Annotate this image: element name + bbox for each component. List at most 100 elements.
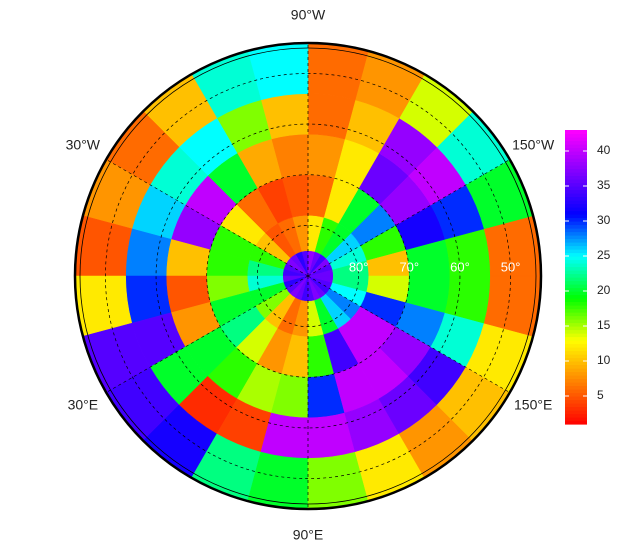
colorbar-swatch (565, 224, 587, 229)
longitude-label: 90°W (291, 7, 326, 23)
colorbar-swatch (565, 242, 587, 247)
longitude-label: 150°W (512, 137, 555, 153)
colorbar-swatch (565, 238, 587, 243)
colorbar-swatch (565, 151, 587, 156)
colorbar-swatch (565, 287, 587, 292)
colorbar-swatch (565, 410, 587, 415)
colorbar-swatch (565, 406, 587, 411)
latitude-line (206, 174, 410, 378)
colorbar-swatch (565, 347, 587, 352)
colorbar-swatch (565, 343, 587, 348)
colorbar-swatch (565, 207, 587, 212)
colorbar-tick-label: 40 (597, 143, 611, 157)
latitude-line (105, 73, 511, 479)
colorbar-swatch (565, 147, 587, 152)
colorbar-swatch (565, 305, 587, 310)
colorbar-tick-label: 25 (597, 248, 611, 262)
colorbar-swatch (565, 312, 587, 317)
colorbar-swatch (565, 179, 587, 184)
colorbar-swatch (565, 252, 587, 257)
map-inner-border (79, 47, 537, 505)
colorbar-swatch (565, 329, 587, 334)
colorbar-swatch (565, 417, 587, 422)
colorbar-swatch (565, 298, 587, 303)
colorbar-swatch (565, 294, 587, 299)
colorbar-swatch (565, 217, 587, 222)
colorbar-tick-label: 35 (597, 178, 611, 192)
meridian-line (106, 159, 309, 277)
latitude-label: 70° (399, 259, 419, 274)
colorbar-swatch (565, 154, 587, 159)
colorbar-swatch (565, 273, 587, 278)
colorbar-swatch (565, 378, 587, 383)
colorbar-swatch (565, 277, 587, 282)
colorbar-swatch (565, 186, 587, 191)
colorbar-tick-label: 15 (597, 318, 611, 332)
colorbar-swatch (565, 249, 587, 254)
colorbar-swatch (565, 168, 587, 173)
colorbar-swatch (565, 235, 587, 240)
colorbar-swatch (565, 182, 587, 187)
map-border (73, 41, 543, 511)
meridian-line (307, 159, 510, 277)
colorbar-swatch (565, 389, 587, 394)
colorbar-swatch (565, 193, 587, 198)
colorbar-swatch (565, 137, 587, 142)
colorbar-swatch (565, 357, 587, 362)
latitude-label: 50° (501, 259, 521, 274)
colorbar-swatch (565, 284, 587, 289)
map-cells (74, 42, 542, 510)
colorbar-swatch (565, 280, 587, 285)
colorbar-swatch (565, 172, 587, 177)
colorbar-swatch (565, 308, 587, 313)
colorbar-swatch (565, 322, 587, 327)
colorbar-swatch (565, 189, 587, 194)
longitude-label: 30°E (68, 397, 99, 413)
colorbar-swatch (565, 385, 587, 390)
colorbar-swatch (565, 368, 587, 373)
colorbar-swatch (565, 200, 587, 205)
colorbar-swatch (565, 413, 587, 418)
colorbar-swatch (565, 361, 587, 366)
colorbar-swatch (565, 319, 587, 324)
colorbar-swatch (565, 291, 587, 296)
colorbar-swatch (565, 333, 587, 338)
colorbar-swatch (565, 144, 587, 149)
colorbar-swatch (565, 165, 587, 170)
colorbar-swatch (565, 203, 587, 208)
colorbar-swatch (565, 326, 587, 331)
colorbar-swatch (565, 396, 587, 401)
colorbar-swatch (565, 371, 587, 376)
colorbar-swatch (565, 210, 587, 215)
latitude-label: 80° (349, 259, 369, 274)
colorbar-swatch (565, 175, 587, 180)
colorbar-swatch (565, 266, 587, 271)
longitude-label: 150°E (514, 397, 552, 413)
meridian-line (106, 275, 309, 393)
colorbar-swatch (565, 364, 587, 369)
colorbar-swatch (565, 231, 587, 236)
colorbar-tick-label: 10 (597, 353, 611, 367)
colorbar-swatch (565, 245, 587, 250)
longitude-label: 30°W (66, 137, 101, 153)
colorbar (565, 130, 587, 425)
colorbar-swatch (565, 350, 587, 355)
colorbar-swatch (565, 228, 587, 233)
colorbar-swatch (565, 259, 587, 264)
colorbar-swatch (565, 301, 587, 306)
colorbar-swatch (565, 158, 587, 163)
colorbar-swatch (565, 375, 587, 380)
colorbar-swatch (565, 214, 587, 219)
graticule (105, 43, 511, 509)
colorbar-swatch (565, 133, 587, 138)
colorbar-tick-label: 5 (597, 388, 604, 402)
colorbar-swatch (565, 270, 587, 275)
colorbar-swatch (565, 140, 587, 145)
colorbar-swatch (565, 196, 587, 201)
latitude-label: 60° (450, 259, 470, 274)
colorbar-swatch (565, 399, 587, 404)
colorbar-swatch (565, 340, 587, 345)
colorbar-swatch (565, 256, 587, 261)
colorbar-swatch (565, 354, 587, 359)
